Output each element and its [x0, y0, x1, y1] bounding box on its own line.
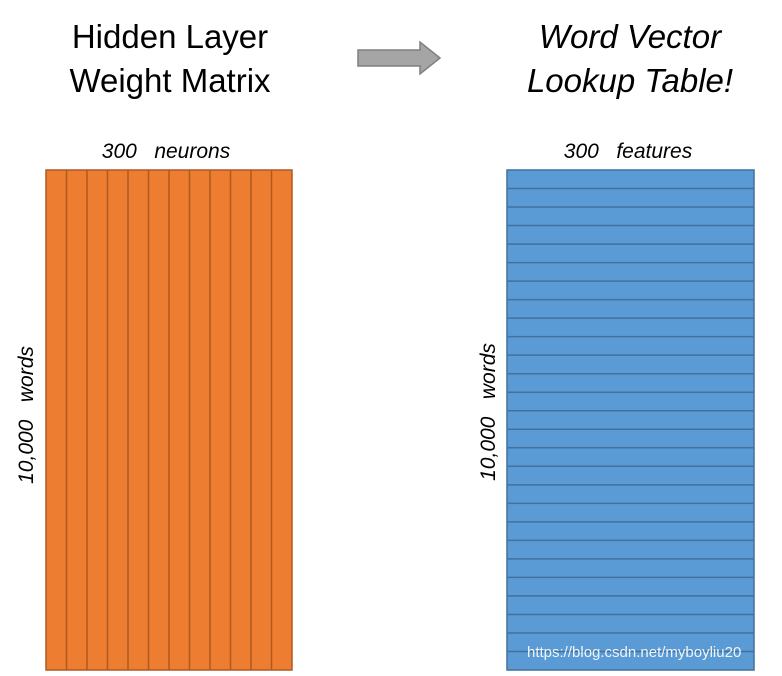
lookup-table	[506, 169, 755, 671]
left-title-line: Weight Matrix	[69, 62, 271, 99]
rows-label: 10,000 words	[15, 346, 38, 484]
right-title-line: Word Vector	[539, 18, 723, 55]
watermark: https://blog.csdn.net/myboyliu20	[527, 644, 741, 661]
row-dividers	[507, 187, 754, 653]
columns-label: 300 features	[564, 140, 693, 163]
arrow	[357, 40, 442, 76]
left-title-line: Hidden Layer	[72, 18, 268, 55]
rows-label: 10,000 words	[477, 343, 500, 481]
columns-label: 300 neurons	[102, 140, 231, 163]
column-dividers	[65, 170, 273, 670]
right-title-line: Lookup Table!	[527, 62, 733, 99]
